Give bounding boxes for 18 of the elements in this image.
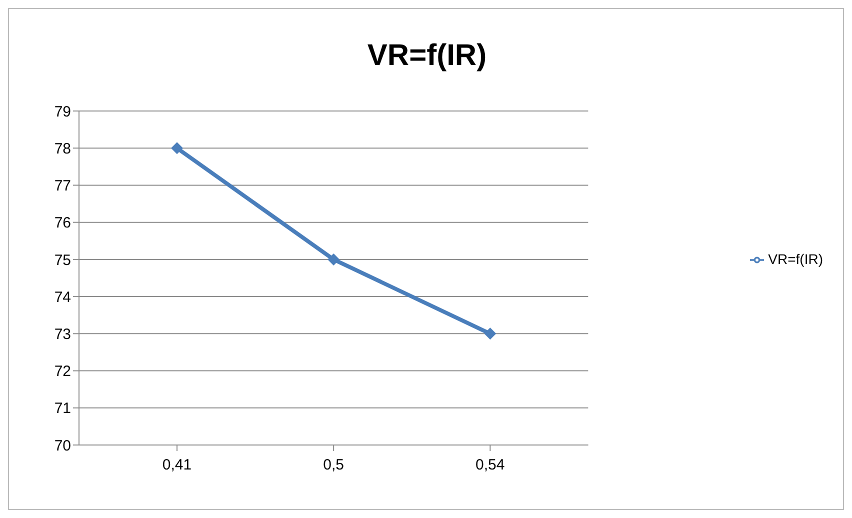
x-tick-label: 0,54 (476, 456, 505, 474)
point (328, 253, 340, 266)
point (484, 328, 496, 340)
chart-title: VR=f(IR) (366, 39, 488, 73)
y-tick-label: 73 (54, 326, 71, 343)
y-tick-label: 79 (54, 103, 71, 120)
x-tick-label: 0,5 (323, 456, 344, 474)
y-tick-label: 76 (54, 214, 71, 232)
x-tick-label: 0,41 (162, 456, 192, 474)
y-tick-label: 75 (54, 252, 71, 269)
y-tick-label: 78 (54, 140, 71, 158)
y-tick-label: 70 (54, 437, 71, 454)
y-tick-label: 71 (54, 400, 71, 418)
y-tick-label: 74 (54, 288, 71, 306)
y-tick-label: 72 (54, 363, 71, 380)
y-tick-label: 77 (54, 178, 71, 195)
point (171, 142, 183, 154)
legend-label: VR=f(IR) (768, 250, 823, 267)
